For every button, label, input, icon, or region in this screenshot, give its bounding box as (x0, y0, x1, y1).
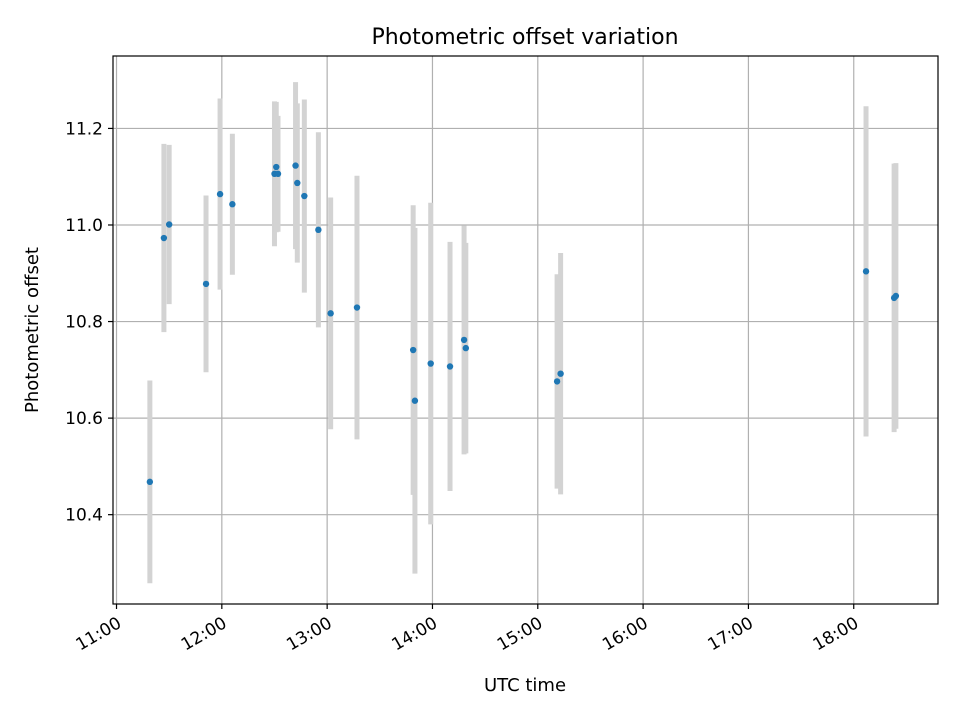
y-tick-label: 11.0 (65, 216, 103, 236)
data-point (462, 344, 470, 352)
data-point (327, 310, 334, 317)
data-points (146, 162, 900, 486)
chart-title: Photometric offset variation (371, 25, 678, 50)
y-tick-label: 10.8 (65, 313, 103, 333)
data-point (274, 170, 282, 178)
data-point (553, 378, 561, 385)
data-point (301, 192, 308, 200)
data-point (409, 346, 417, 354)
y-tick-label: 10.6 (65, 409, 103, 429)
data-point (557, 370, 564, 377)
data-point (292, 162, 299, 169)
data-point (165, 221, 173, 228)
data-point (146, 478, 154, 486)
data-point (294, 179, 301, 187)
plot-frame (112, 55, 939, 605)
data-point (862, 268, 870, 275)
data-point (229, 201, 236, 208)
data-point (216, 190, 224, 198)
data-point (427, 360, 434, 367)
data-point (353, 304, 361, 311)
data-point (446, 363, 454, 370)
data-point (160, 234, 168, 242)
data-point (892, 292, 900, 300)
y-axis-label: Photometric offset (22, 247, 43, 413)
data-point (411, 397, 419, 404)
data-point (202, 280, 210, 288)
x-axis-label: UTC time (484, 675, 566, 696)
data-point (460, 336, 468, 344)
y-tick-label: 11.2 (65, 119, 103, 139)
data-point (315, 226, 322, 234)
y-tick-label: 10.4 (65, 506, 103, 526)
data-point (273, 163, 280, 171)
grid (113, 56, 938, 604)
y-axis-ticks: 10.4 10.6 10.8 11.0 11.2 (65, 119, 113, 526)
